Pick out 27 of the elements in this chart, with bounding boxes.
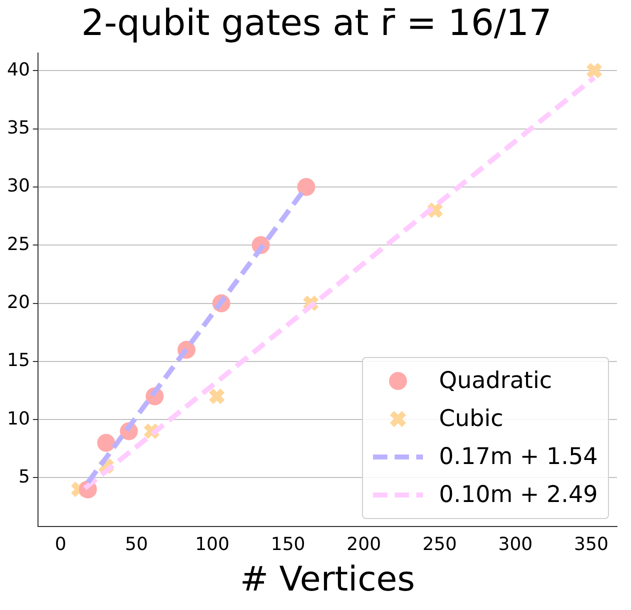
chart-title: 2-qubit gates at r̄ = 16/17 [81, 2, 552, 44]
y-tick-label: 10 [7, 408, 30, 430]
point [297, 178, 316, 196]
y-tick-label: 15 [7, 350, 30, 372]
legend-label: Cubic [439, 406, 504, 432]
x-tick-label: 300 [498, 534, 533, 556]
x-tick-label: 200 [346, 534, 382, 556]
legend-label: Quadratic [439, 368, 552, 394]
y-tick-label: 5 [18, 466, 30, 488]
y-tick-label: 25 [7, 234, 30, 255]
x-tick-label: 250 [422, 534, 457, 556]
point [586, 62, 603, 80]
y-tick-label: 20 [7, 292, 30, 313]
x-tick-label: 350 [574, 534, 608, 556]
x-tick-label: 50 [124, 534, 148, 556]
x-tick-label: 150 [270, 534, 306, 556]
legend-label: 0.10m + 2.49 [439, 482, 598, 508]
x-axis-title: # Vertices [240, 559, 415, 600]
x-tick-label: 0 [54, 534, 66, 556]
point [426, 202, 444, 219]
x-tick-label: 100 [195, 534, 230, 556]
point [97, 434, 116, 452]
y-tick-label: 35 [7, 117, 30, 138]
point [208, 388, 226, 405]
y-tick-label: 40 [7, 59, 30, 80]
legend-label: 0.17m + 1.54 [439, 444, 598, 470]
y-tick-label: 30 [7, 176, 30, 197]
